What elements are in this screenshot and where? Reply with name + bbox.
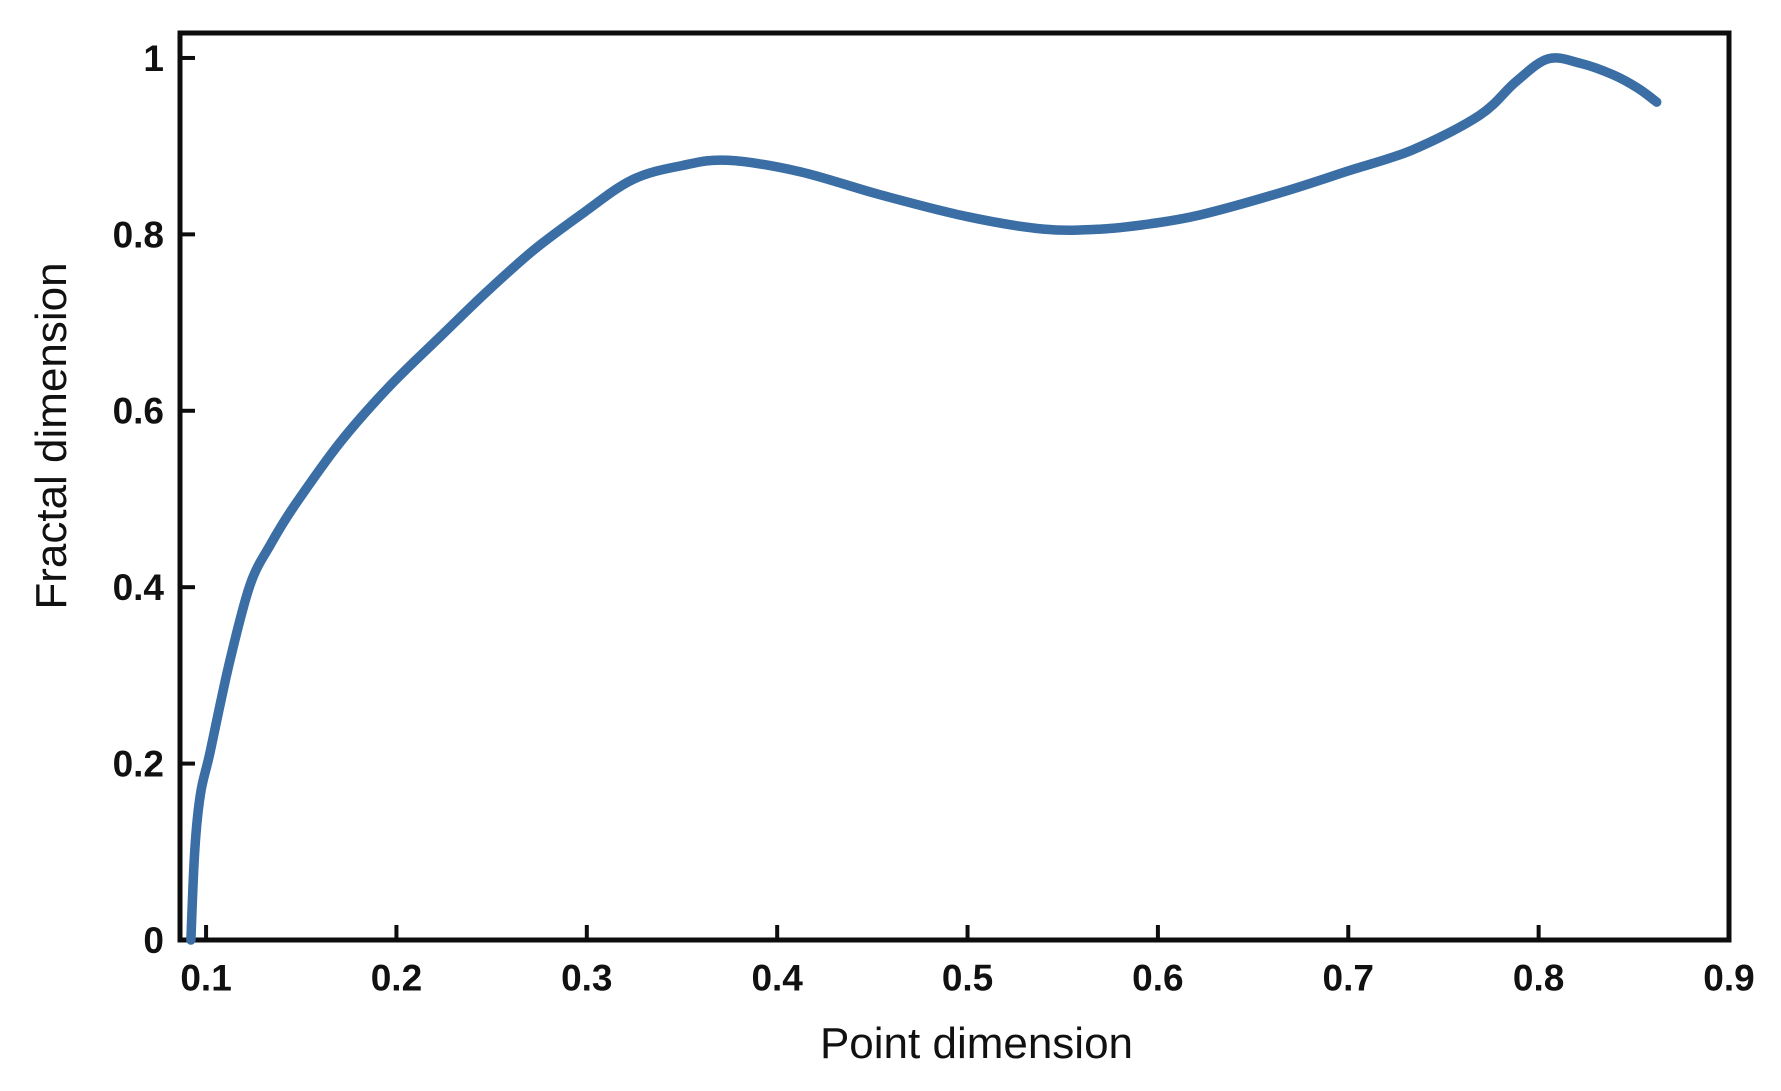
x-tick-label: 0.9 bbox=[1703, 957, 1754, 998]
x-tick-label: 0.7 bbox=[1323, 957, 1374, 998]
plot-frame bbox=[177, 30, 1732, 943]
x-tick-label: 0.4 bbox=[751, 957, 803, 998]
y-tick-label: 0.2 bbox=[113, 744, 164, 785]
y-tick-label: 1 bbox=[143, 38, 164, 79]
y-axis-label: Fractal dimension bbox=[27, 262, 76, 610]
y-tick-label: 0.8 bbox=[113, 214, 164, 255]
x-tick-label: 0.2 bbox=[371, 957, 422, 998]
x-tick-label: 0.1 bbox=[180, 957, 231, 998]
x-tick-label: 0.3 bbox=[561, 957, 612, 998]
y-tick-label: 0.6 bbox=[113, 391, 164, 432]
y-tick-label: 0 bbox=[143, 920, 164, 961]
curve-path bbox=[186, 53, 1662, 945]
y-tick-label: 0.4 bbox=[113, 567, 165, 608]
x-axis-label: Point dimension bbox=[819, 1019, 1134, 1068]
x-tick-label: 0.6 bbox=[1132, 957, 1183, 998]
x-tick-label: 0.8 bbox=[1513, 957, 1564, 998]
x-tick-label: 0.5 bbox=[942, 957, 993, 998]
